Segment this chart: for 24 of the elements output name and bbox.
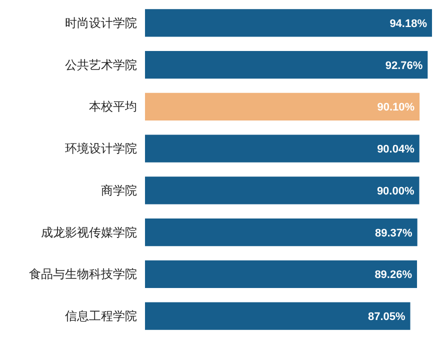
y-tick-label: 信息工程学院 [65, 309, 137, 324]
bar: 89.26% [145, 260, 417, 288]
y-tick-label: 公共艺术学院 [65, 58, 137, 72]
y-tick-label: 环境设计学院 [65, 142, 137, 156]
data-label: 94.18% [390, 18, 428, 30]
data-label: 89.37% [375, 227, 413, 240]
data-label: 90.04% [377, 144, 415, 156]
data-label: 87.05% [368, 311, 406, 324]
y-tick-label: 商学院 [101, 183, 137, 198]
y-tick-label: 本校平均 [89, 100, 137, 114]
bar: 87.05% [145, 302, 410, 330]
bar: 90.04% [145, 134, 420, 162]
data-label: 90.10% [377, 102, 415, 114]
data-label: 92.76% [385, 60, 423, 72]
bar: 94.18% [145, 9, 432, 37]
bar: 90.10% [145, 92, 420, 120]
data-label: 90.00% [376, 185, 414, 198]
y-tick-label: 食品与生物科技学院 [29, 267, 137, 282]
y-tick-label: 时尚设计学院 [65, 16, 137, 30]
bar: 90.00% [145, 176, 420, 204]
data-label: 89.26% [374, 269, 412, 282]
bar: 89.37% [145, 218, 418, 246]
bar: 92.76% [145, 51, 428, 79]
y-tick-label: 成龙影视传媒学院 [41, 225, 137, 240]
